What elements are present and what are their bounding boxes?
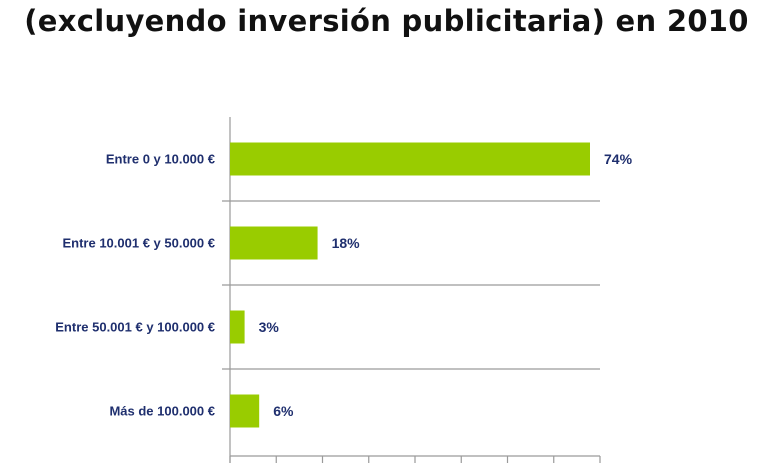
bar <box>230 310 245 344</box>
data-label: 3% <box>259 319 280 335</box>
data-label: 18% <box>332 235 361 251</box>
bar <box>230 142 590 176</box>
data-label: 74% <box>604 151 633 167</box>
category-label: Entre 10.001 € y 50.000 € <box>62 236 215 251</box>
bar <box>230 394 260 428</box>
bar <box>230 226 318 260</box>
chart-title: (excluyendo inversión publicitaria) en 2… <box>24 4 749 38</box>
category-label: Más de 100.000 € <box>109 404 215 419</box>
category-label: Entre 50.001 € y 100.000 € <box>55 320 215 335</box>
category-label: Entre 0 y 10.000 € <box>106 152 215 167</box>
data-label: 6% <box>273 403 294 419</box>
